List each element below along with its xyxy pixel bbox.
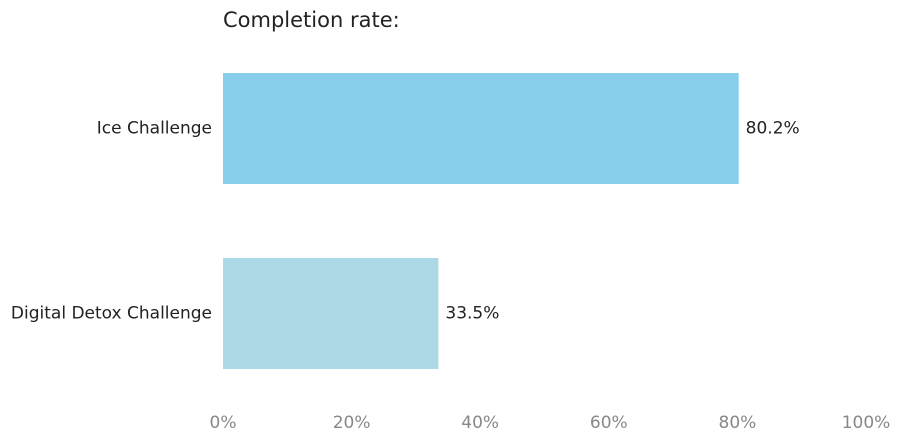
x-tick-label: 40% <box>461 413 499 433</box>
y-tick-label: Digital Detox Challenge <box>11 304 212 324</box>
x-tick-label: 0% <box>210 413 237 433</box>
x-tick-label: 100% <box>842 413 891 433</box>
bar <box>223 258 439 369</box>
x-tick-label: 60% <box>590 413 628 433</box>
value-label: 33.5% <box>445 304 499 324</box>
bar <box>223 73 739 184</box>
y-tick-label: Ice Challenge <box>97 119 212 139</box>
x-tick-label: 20% <box>333 413 371 433</box>
x-tick-label: 80% <box>719 413 757 433</box>
value-label: 80.2% <box>746 119 800 139</box>
chart-title: Completion rate: <box>223 8 400 32</box>
